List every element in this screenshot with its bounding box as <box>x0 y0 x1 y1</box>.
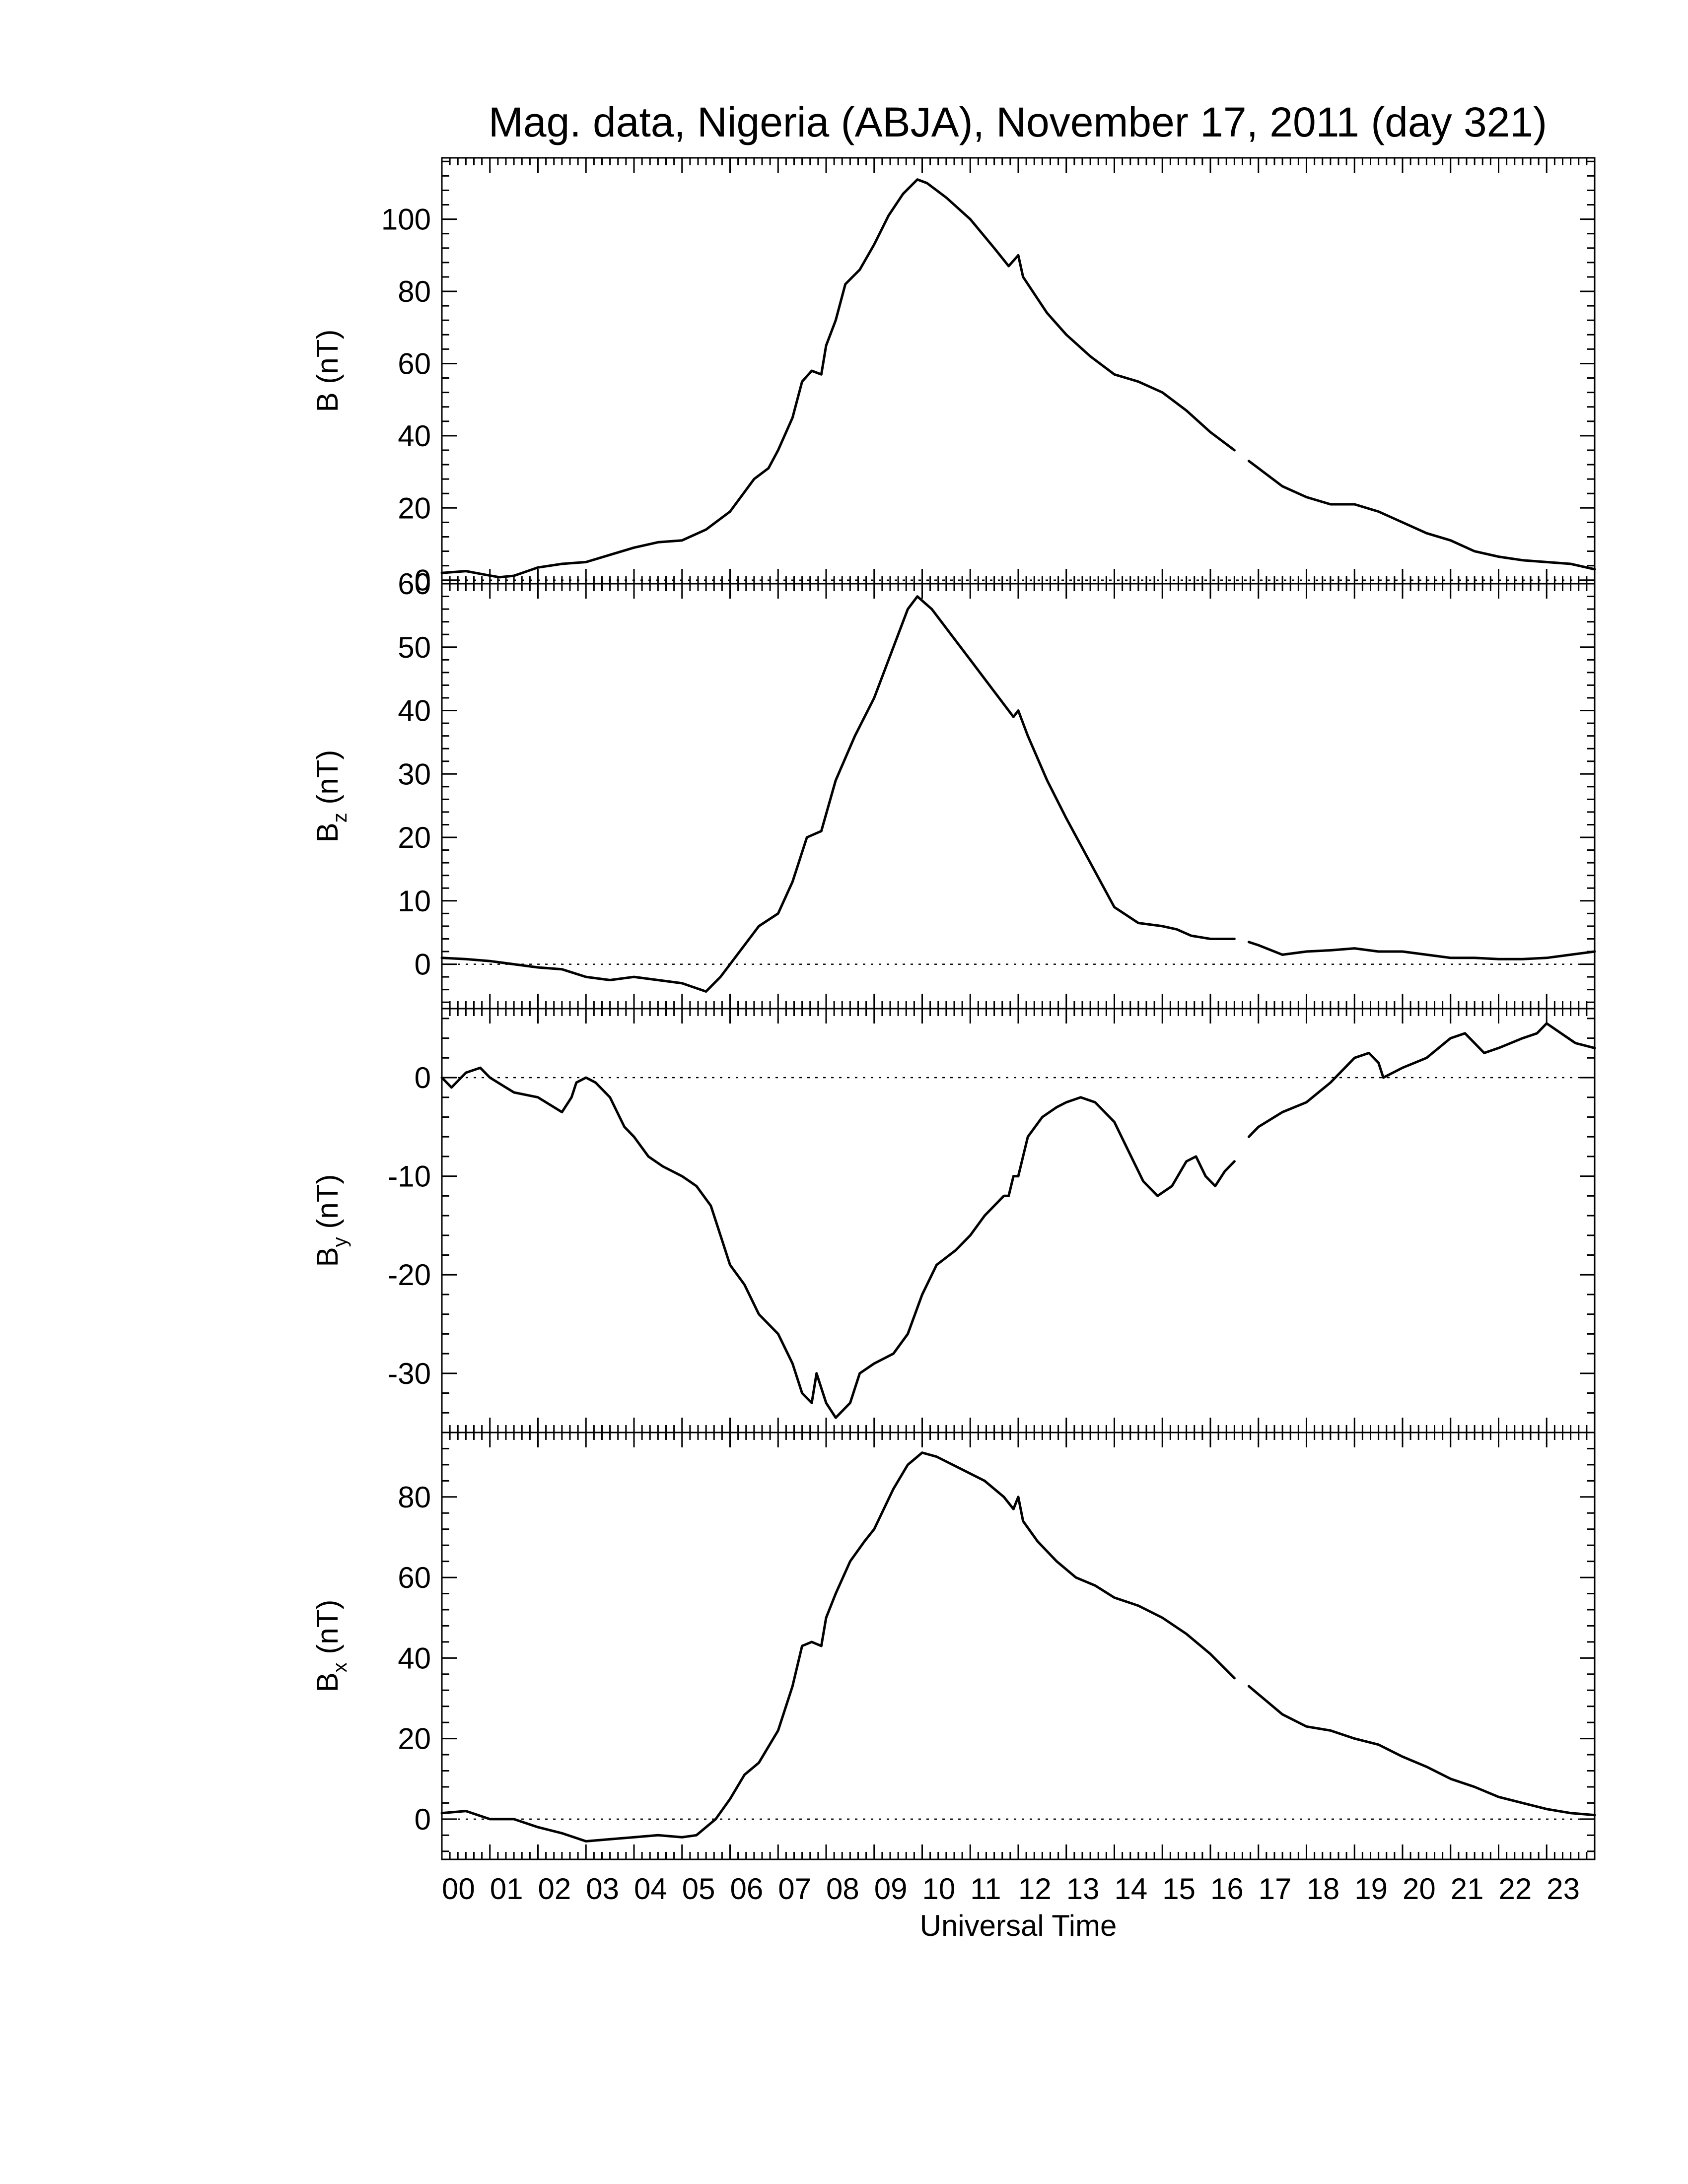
series-line-Bz <box>1247 941 1596 960</box>
y-axis-label-main: B <box>311 1672 344 1692</box>
series-line-By <box>1247 1022 1596 1138</box>
y-axis-label-subscript: x <box>329 1662 351 1672</box>
y-axis-label-unit: (nT) <box>311 1600 344 1663</box>
x-tick-label: 18 <box>1307 1872 1340 1906</box>
panel-Bx: 0 20 40 60 80 Bx (nT) <box>311 1432 1596 1860</box>
y-tick-label: 0 <box>415 564 431 597</box>
y-tick-label: 20 <box>398 821 431 854</box>
y-tick-label: -10 <box>388 1160 431 1193</box>
x-tick-labels: 00 01 02 03 04 05 06 07 08 09 10 11 12 13 14 15 16 17 18 19… <box>442 1872 1580 1906</box>
x-tick-label: 15 <box>1162 1872 1196 1906</box>
y-tick-label: 20 <box>398 491 431 525</box>
y-axis-label-main: B <box>311 1247 344 1267</box>
series-line-Bx <box>1247 1685 1596 1817</box>
y-tick-label: 80 <box>398 275 431 308</box>
y-tick-label: 40 <box>398 694 431 728</box>
y-tick-label: 40 <box>398 1641 431 1675</box>
panel-frame <box>441 157 1596 585</box>
x-tick-label: 19 <box>1354 1872 1388 1906</box>
x-tick-label: 06 <box>730 1872 764 1906</box>
x-tick-label: 22 <box>1499 1872 1532 1906</box>
y-tick-label: 80 <box>398 1481 431 1514</box>
series-line-Bx <box>440 1451 1236 1843</box>
y-tick-label: 0 <box>415 948 431 981</box>
y-axis-label-main: B <box>311 392 344 412</box>
y-tick-label: 60 <box>398 347 431 380</box>
y-tick-label: -30 <box>388 1357 431 1390</box>
y-axis-label: B (nT) <box>311 330 344 412</box>
x-tick-label: 02 <box>538 1872 571 1906</box>
series-line-By <box>440 1066 1236 1419</box>
panel-Bz: 0 10 20 30 40 50 60 Bz (nT) <box>311 567 1596 1010</box>
x-tick-label: 03 <box>586 1872 619 1906</box>
y-tick-label: -20 <box>388 1258 431 1292</box>
y-axis-label-subscript: z <box>329 813 351 822</box>
y-tick-label: 60 <box>398 567 431 601</box>
x-tick-label: 11 <box>970 1872 1001 1906</box>
x-tick-label: 10 <box>922 1872 956 1906</box>
y-axis-label-subscript: y <box>329 1237 351 1247</box>
x-tick-label: 21 <box>1451 1872 1484 1906</box>
y-tick-label: 10 <box>398 885 431 918</box>
x-tick-marks <box>441 584 1596 1009</box>
y-tick-label: 40 <box>398 419 431 453</box>
x-tick-label: 08 <box>826 1872 859 1906</box>
series-line-B <box>440 178 1236 579</box>
panel-By: -30 -20 -10 0 By (nT) <box>311 1008 1596 1433</box>
x-tick-marks <box>441 1433 1596 1859</box>
x-tick-label: 04 <box>634 1872 667 1906</box>
panel-frame <box>441 583 1596 1010</box>
y-axis-label-unit: (nT) <box>311 1174 344 1237</box>
x-tick-label: 20 <box>1403 1872 1436 1906</box>
x-tick-label: 05 <box>682 1872 715 1906</box>
y-tick-marks <box>442 1018 1595 1433</box>
y-tick-label: 0 <box>415 1061 431 1094</box>
y-axis-label-unit: (nT) <box>311 330 344 393</box>
x-tick-label: 14 <box>1115 1872 1148 1906</box>
y-tick-marks <box>442 160 1595 581</box>
y-axis-label-main: B <box>311 822 344 842</box>
y-axis-label: Bz (nT) <box>311 750 351 843</box>
x-tick-label: 01 <box>490 1872 523 1906</box>
y-tick-marks <box>442 1432 1595 1852</box>
series-line-B <box>1247 460 1596 571</box>
x-tick-marks <box>441 1009 1596 1433</box>
x-tick-label: 17 <box>1259 1872 1292 1906</box>
y-axis-label: By (nT) <box>311 1174 351 1267</box>
x-tick-label: 12 <box>1018 1872 1052 1906</box>
x-tick-label: 00 <box>442 1872 475 1906</box>
y-tick-label: 0 <box>415 1803 431 1836</box>
x-tick-label: 16 <box>1210 1872 1244 1906</box>
y-tick-label: 50 <box>398 631 431 664</box>
series-line-Bz <box>440 595 1236 993</box>
panel-frame <box>441 1008 1596 1433</box>
x-tick-label: 07 <box>778 1872 811 1906</box>
y-tick-label: 20 <box>398 1722 431 1756</box>
y-tick-marks <box>442 583 1595 1003</box>
y-axis-label: Bx (nT) <box>311 1600 351 1693</box>
y-tick-label: 60 <box>398 1561 431 1594</box>
y-axis-label-unit: (nT) <box>311 750 344 813</box>
x-tick-label: 09 <box>874 1872 908 1906</box>
chart-title: Mag. data, Nigeria (ABJA), November 17, … <box>489 99 1547 145</box>
x-tick-label: 23 <box>1547 1872 1580 1906</box>
x-tick-marks <box>441 158 1596 584</box>
panel-B: 0 20 40 60 80 100 B (nT) <box>311 157 1596 597</box>
y-tick-label: 100 <box>381 203 431 236</box>
x-tick-label: 13 <box>1066 1872 1100 1906</box>
y-tick-label: 30 <box>398 757 431 791</box>
x-axis-label: Universal Time <box>920 1909 1117 1942</box>
